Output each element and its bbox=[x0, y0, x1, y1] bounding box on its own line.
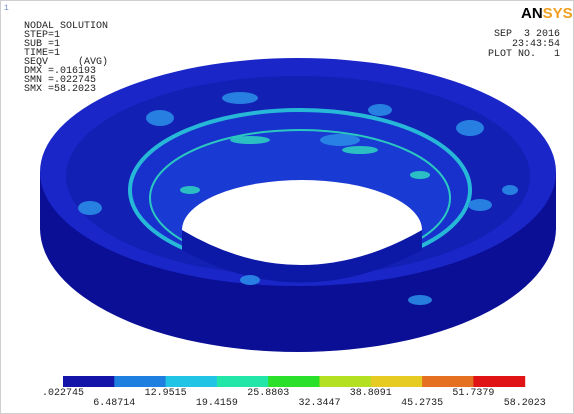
logo-an: AN bbox=[521, 5, 543, 22]
legend-label: 38.8091 bbox=[350, 388, 392, 399]
plot-number: PLOT NO. 1 bbox=[488, 49, 560, 60]
info-line: SMX =58.2023 bbox=[24, 84, 96, 95]
page: 1 NODAL SOLUTIONSTEP=1SUB =1TIME=1SEQV (… bbox=[0, 0, 574, 414]
legend-swatch bbox=[114, 376, 166, 387]
legend-label: 32.3447 bbox=[298, 398, 340, 409]
legend-label: 6.48714 bbox=[93, 398, 135, 409]
legend-swatch bbox=[268, 376, 320, 387]
legend-swatch bbox=[320, 376, 372, 387]
legend-swatch bbox=[422, 376, 474, 387]
legend-swatch bbox=[473, 376, 525, 387]
window-number: 1 bbox=[4, 4, 9, 13]
legend-swatch bbox=[217, 376, 269, 387]
legend-label: 58.2023 bbox=[504, 398, 546, 409]
legend-label: 45.2735 bbox=[401, 398, 443, 409]
legend-swatch bbox=[371, 376, 423, 387]
legend-label: 51.7379 bbox=[452, 388, 494, 399]
logo: ANSYS bbox=[521, 5, 573, 22]
legend-label: 12.9515 bbox=[145, 388, 187, 399]
legend-label: 25.8803 bbox=[247, 388, 289, 399]
viewport: 1 NODAL SOLUTIONSTEP=1SUB =1TIME=1SEQV (… bbox=[0, 0, 574, 414]
ring-model bbox=[40, 58, 556, 352]
legend-swatch bbox=[166, 376, 218, 387]
legend-label: 19.4159 bbox=[196, 398, 238, 409]
logo-sys: SYS bbox=[543, 5, 573, 22]
legend-swatch bbox=[63, 376, 115, 387]
legend-label: .022745 bbox=[42, 388, 84, 399]
